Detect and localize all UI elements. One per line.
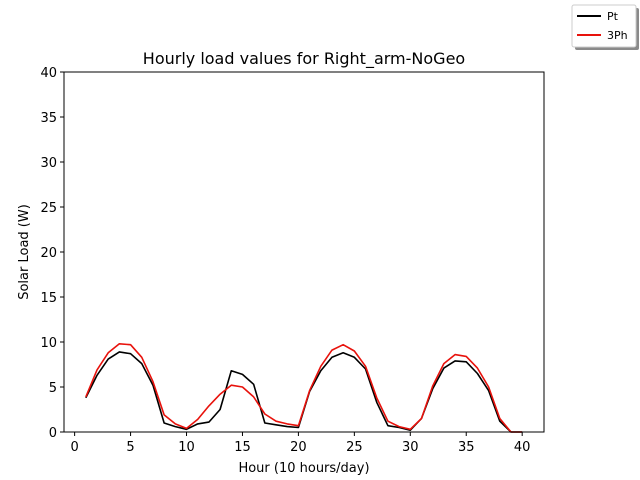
chart-title: Hourly load values for Right_arm-NoGeo (143, 49, 465, 69)
plot-frame (63, 71, 545, 433)
legend-label-3ph: 3Ph (607, 29, 628, 42)
x-axis-ticks: 0 5 10 15 20 25 30 35 40 (70, 432, 530, 455)
x-tick-label: 40 (514, 440, 531, 455)
y-axis-label: Solar Load (W) (17, 204, 32, 300)
legend: Pt 3Ph (571, 4, 639, 50)
y-tick-label: 35 (40, 111, 57, 126)
y-tick-label: 0 (49, 426, 57, 441)
plot-lines (85, 342, 523, 433)
y-axis-ticks: 0 5 10 15 20 25 30 35 40 (40, 66, 64, 441)
x-tick-label: 35 (458, 440, 475, 455)
y-tick-label: 10 (40, 336, 57, 351)
y-tick-label: 5 (49, 381, 57, 396)
x-axis-label: Hour (10 hours/day) (238, 461, 369, 476)
y-tick-label: 20 (40, 246, 57, 261)
y-tick-label: 40 (40, 66, 57, 81)
x-tick-label: 20 (290, 440, 307, 455)
x-tick-label: 25 (346, 440, 363, 455)
series-line-pt (85, 351, 523, 433)
y-tick-label: 25 (40, 201, 57, 216)
y-tick-label: 30 (40, 156, 57, 171)
x-tick-label: 0 (70, 440, 78, 455)
legend-label-pt: Pt (607, 10, 619, 23)
y-tick-label: 15 (40, 291, 57, 306)
x-tick-label: 15 (234, 440, 251, 455)
x-tick-label: 5 (126, 440, 134, 455)
series-line-3ph (85, 342, 523, 433)
x-tick-label: 10 (178, 440, 195, 455)
x-tick-label: 30 (402, 440, 419, 455)
